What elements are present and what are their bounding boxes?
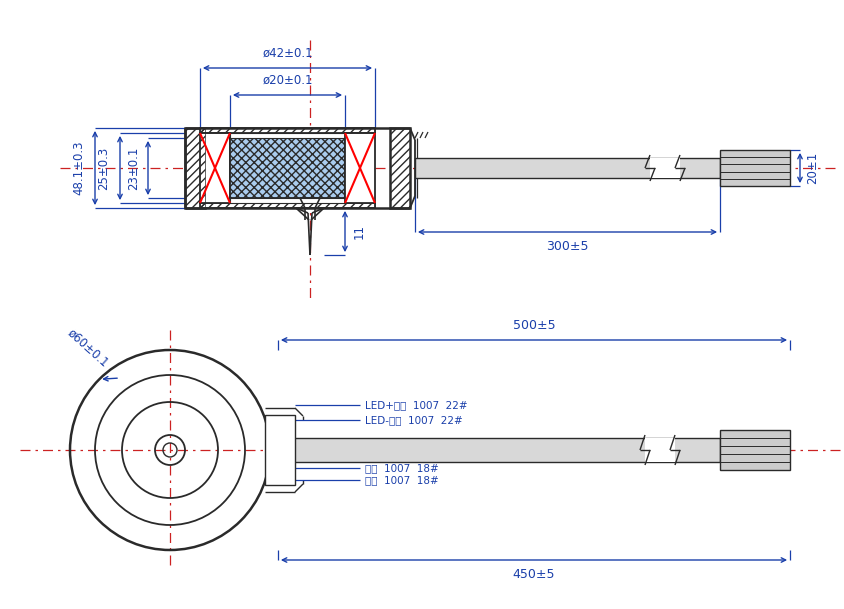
- Bar: [265, 415, 295, 485]
- Bar: [200, 133, 230, 203]
- Bar: [390, 128, 409, 208]
- Bar: [278, 438, 719, 462]
- Text: LED+黄线  1007  22#: LED+黄线 1007 22#: [365, 400, 467, 410]
- Bar: [185, 128, 205, 208]
- Bar: [200, 128, 375, 133]
- Bar: [200, 203, 375, 208]
- Text: 红色  1007  18#: 红色 1007 18#: [365, 475, 438, 485]
- Bar: [649, 158, 679, 178]
- Bar: [200, 203, 375, 208]
- Bar: [200, 128, 375, 133]
- Bar: [185, 128, 205, 208]
- Text: ø60±0.1: ø60±0.1: [65, 326, 111, 370]
- Text: LED-蓝线  1007  22#: LED-蓝线 1007 22#: [365, 415, 463, 425]
- Text: 450±5: 450±5: [512, 568, 555, 581]
- Text: 23±0.1: 23±0.1: [127, 146, 140, 189]
- Bar: [644, 438, 674, 462]
- Text: 25±0.3: 25±0.3: [97, 146, 110, 189]
- Bar: [230, 133, 344, 138]
- Bar: [344, 133, 375, 203]
- Text: 300±5: 300±5: [545, 240, 588, 253]
- Text: 500±5: 500±5: [512, 319, 555, 332]
- Text: 11: 11: [353, 224, 365, 239]
- Text: ø42±0.1: ø42±0.1: [262, 47, 312, 60]
- Bar: [390, 128, 409, 208]
- Text: 20±1: 20±1: [805, 152, 818, 184]
- Bar: [230, 138, 344, 198]
- Bar: [414, 158, 719, 178]
- Text: ø20±0.1: ø20±0.1: [262, 74, 312, 87]
- Bar: [230, 198, 344, 203]
- Text: 48.1±0.3: 48.1±0.3: [72, 141, 85, 195]
- Text: 黑色  1007  18#: 黑色 1007 18#: [365, 463, 438, 473]
- Bar: [719, 150, 789, 186]
- Bar: [719, 430, 789, 470]
